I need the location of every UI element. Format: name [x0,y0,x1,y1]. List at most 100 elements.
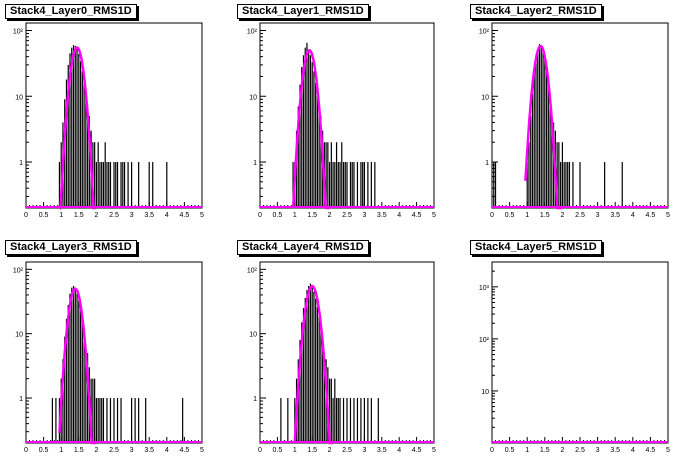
x-tick-label: 2 [328,447,332,454]
x-tick-label: 4 [397,212,401,219]
pad-1: 0 0.5 1 1.5 2 2.5 3 3.5 4 4.5 5 1 10 10² [247,22,436,219]
x-tick-label: 4 [631,212,635,219]
x-tick-label: 4 [165,212,169,219]
x-tick-label: 0.5 [505,212,515,219]
x-tick-label: 1 [525,212,529,219]
x-tick-label: 0.5 [505,447,515,454]
y-tick-label: 10² [247,267,258,274]
x-tick-label: 0 [490,212,494,219]
x-tick-label: 1.5 [74,447,84,454]
y-tick-label: 10 [15,332,23,339]
pad-title: Stack4_Layer1_RMS1D [237,4,369,19]
x-tick-label: 4.5 [180,447,190,454]
x-tick-label: 2 [560,447,564,454]
x-tick-label: 0 [490,447,494,454]
pad-title: Stack4_Layer5_RMS1D [470,240,602,255]
x-tick-label: 3.5 [610,447,620,454]
y-tick-label: 10³ [479,285,490,292]
x-tick-label: 0 [24,447,28,454]
plot-frame [491,261,669,444]
x-tick-label: 1 [59,447,63,454]
x-tick-label: 5 [666,212,670,219]
x-tick-label: 4 [165,447,169,454]
x-tick-label: 4 [631,447,635,454]
x-tick-label: 4 [397,447,401,454]
pad-title: Stack4_Layer4_RMS1D [237,240,369,255]
x-tick-label: 3.5 [610,212,620,219]
y-tick-label: 10² [479,337,490,344]
x-tick-label: 3.5 [144,212,154,219]
y-tick-label: 10² [479,28,490,35]
x-tick-label: 0.5 [39,212,49,219]
x-tick-label: 3 [130,447,134,454]
x-tick-label: 3.5 [144,447,154,454]
y-tick-label: 10 [481,94,489,101]
pad-title: Stack4_Layer0_RMS1D [5,4,137,19]
x-tick-label: 2.5 [342,447,352,454]
x-tick-label: 4.5 [180,212,190,219]
x-tick-label: 0 [24,212,28,219]
pad-0: 0 0.5 1 1.5 2 2.5 3 3.5 4 4.5 5 1 10 10² [13,22,204,219]
pad-2: 0 0.5 1 1.5 2 2.5 3 3.5 4 4.5 5 1 10 10² [479,22,670,219]
x-tick-label: 0.5 [273,212,283,219]
x-tick-label: 3.5 [377,212,387,219]
x-tick-label: 3 [362,212,366,219]
y-tick-label: 1 [19,160,23,167]
x-tick-label: 2 [560,212,564,219]
y-tick-label: 10 [249,332,257,339]
x-tick-label: 1 [293,212,297,219]
gaussian-fit-curve [293,284,334,445]
x-tick-label: 1.5 [307,212,317,219]
x-tick-label: 2 [328,212,332,219]
x-tick-label: 0 [258,212,262,219]
x-tick-label: 3 [596,447,600,454]
y-tick-label: 1 [485,160,489,167]
x-tick-label: 2 [94,447,98,454]
y-tick-label: 10 [481,389,489,396]
x-tick-label: 3 [362,447,366,454]
x-tick-label: 5 [432,447,436,454]
x-tick-label: 5 [200,212,204,219]
x-tick-label: 4.5 [646,447,656,454]
x-tick-label: 3.5 [377,447,387,454]
gaussian-fit-curve [291,49,330,210]
x-tick-label: 1.5 [540,212,550,219]
x-tick-label: 1.5 [74,212,84,219]
x-tick-label: 1.5 [540,447,550,454]
x-tick-label: 2.5 [342,212,352,219]
x-tick-label: 1 [59,212,63,219]
y-tick-label: 1 [253,396,257,403]
x-tick-label: 4.5 [646,212,656,219]
pad-title: Stack4_Layer2_RMS1D [470,4,602,19]
x-tick-label: 5 [666,447,670,454]
x-tick-label: 0.5 [273,447,283,454]
pad-5: 0 0.5 1 1.5 2 2.5 3 3.5 4 4.5 5 10 10² 10³ [479,261,670,454]
gaussian-fit-curve [59,46,97,210]
pad-4: 0 0.5 1 1.5 2 2.5 3 3.5 4 4.5 5 1 10 10² [247,261,436,454]
x-tick-label: 2.5 [109,447,119,454]
gaussian-fit-curve [58,287,97,445]
x-tick-label: 4.5 [412,447,422,454]
x-tick-label: 1 [525,447,529,454]
gaussian-fit-curve [524,44,563,210]
x-tick-label: 1 [293,447,297,454]
y-tick-label: 10 [15,94,23,101]
x-tick-label: 0 [258,447,262,454]
x-tick-label: 2.5 [575,447,585,454]
x-tick-label: 3 [596,212,600,219]
y-tick-label: 10² [13,267,24,274]
x-tick-label: 5 [432,212,436,219]
y-tick-label: 1 [19,396,23,403]
x-tick-label: 2.5 [575,212,585,219]
x-tick-label: 0.5 [39,447,49,454]
x-tick-label: 5 [200,447,204,454]
x-tick-label: 4.5 [412,212,422,219]
x-tick-label: 1.5 [307,447,317,454]
y-tick-label: 1 [253,160,257,167]
y-tick-label: 10 [249,94,257,101]
y-tick-label: 10² [247,28,258,35]
x-tick-label: 2 [94,212,98,219]
pad-title: Stack4_Layer3_RMS1D [5,240,137,255]
pad-3: 0 0.5 1 1.5 2 2.5 3 3.5 4 4.5 5 1 10 10² [13,261,204,454]
x-tick-label: 2.5 [109,212,119,219]
